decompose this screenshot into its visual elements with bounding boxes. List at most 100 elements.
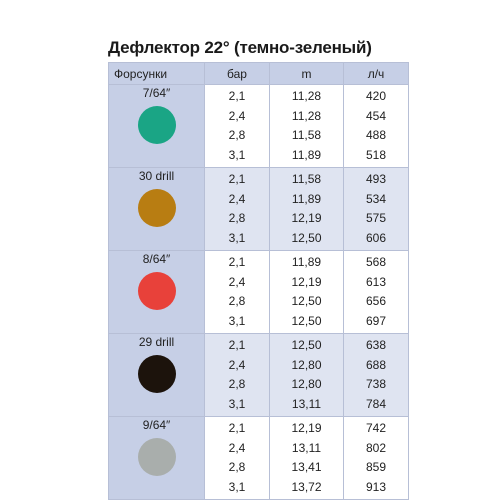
bar-value: 3,1 — [204, 228, 270, 251]
flow-value: 784 — [343, 394, 409, 417]
table-row: 2,4 13,11 802 — [109, 438, 409, 458]
flow-value: 859 — [343, 458, 409, 478]
header-m: m — [269, 62, 344, 85]
distance-value: 11,58 — [269, 167, 344, 190]
table-row: 2,4 11,28 454 — [109, 106, 409, 126]
flow-value: 738 — [343, 375, 409, 395]
flow-value: 568 — [343, 250, 409, 273]
nozzle-label: 7/64″ — [142, 86, 171, 100]
nozzle-color-swatch — [137, 106, 176, 144]
nozzle-color-swatch — [137, 438, 176, 476]
table-body: 7/64″ 2,1 11,28 420 2,4 11,28 454 2,8 11,58 488 3,… — [108, 84, 409, 500]
distance-value: 12,50 — [269, 333, 344, 356]
table-header-row: Форсунки бар m л/ч — [108, 62, 409, 85]
distance-value: 11,89 — [269, 250, 344, 273]
distance-value: 11,58 — [269, 126, 344, 146]
flow-value: 688 — [343, 355, 409, 375]
bar-value: 2,1 — [204, 416, 270, 439]
distance-value: 12,50 — [269, 311, 344, 334]
table-row: 8/64″ 2,1 11,89 568 — [108, 250, 409, 334]
bar-value: 2,1 — [204, 250, 270, 273]
bar-value: 3,1 — [204, 477, 270, 500]
table-row: 3,1 13,11 784 — [109, 394, 409, 417]
bar-value: 2,1 — [204, 167, 270, 190]
nozzle-label: 30 drill — [138, 169, 175, 183]
nozzle-cell: 8/64″ — [108, 250, 205, 334]
nozzle-cell: 30 drill — [108, 167, 205, 251]
table-row: 9/64″ 2,1 12,19 742 — [108, 416, 409, 500]
distance-value: 13,41 — [269, 458, 344, 478]
bar-value: 3,1 — [204, 394, 270, 417]
nozzle-label: 29 drill — [138, 335, 175, 349]
distance-value: 13,11 — [269, 394, 344, 417]
table-row: 30 drill 2,1 11,58 493 — [108, 167, 409, 251]
distance-value: 11,28 — [269, 106, 344, 126]
table-row: 3,1 12,50 606 — [109, 228, 409, 251]
flow-value: 913 — [343, 477, 409, 500]
flow-value: 742 — [343, 416, 409, 439]
bar-value: 2,4 — [204, 355, 270, 375]
bar-value: 2,4 — [204, 438, 270, 458]
table-row: 2,8 12,80 738 — [109, 375, 409, 395]
table-row: 2,8 12,50 656 — [109, 292, 409, 312]
distance-value: 12,19 — [269, 209, 344, 229]
distance-value: 11,28 — [269, 84, 344, 107]
nozzle-cell: 7/64″ — [108, 84, 205, 168]
header-nozzle: Форсунки — [108, 62, 205, 85]
distance-value: 13,72 — [269, 477, 344, 500]
bar-value: 2,4 — [204, 106, 270, 126]
nozzle-label: 9/64″ — [142, 418, 171, 432]
flow-value: 638 — [343, 333, 409, 356]
table-row: 2,8 12,19 575 — [109, 209, 409, 229]
flow-value: 454 — [343, 106, 409, 126]
table-row: 2,4 11,89 534 — [109, 189, 409, 209]
table-row: 3,1 11,89 518 — [109, 145, 409, 168]
distance-value: 12,80 — [269, 375, 344, 395]
bar-value: 2,8 — [204, 126, 270, 146]
bar-value: 3,1 — [204, 145, 270, 168]
table-row: 7/64″ 2,1 11,28 420 — [108, 84, 409, 168]
nozzle-cell: 9/64″ — [108, 416, 205, 500]
flow-value: 488 — [343, 126, 409, 146]
distance-value: 12,19 — [269, 272, 344, 292]
bar-value: 2,4 — [204, 272, 270, 292]
bar-value: 2,1 — [204, 84, 270, 107]
flow-value: 606 — [343, 228, 409, 251]
distance-value: 11,89 — [269, 189, 344, 209]
bar-value: 2,8 — [204, 458, 270, 478]
table-row: 3,1 12,50 697 — [109, 311, 409, 334]
distance-value: 12,19 — [269, 416, 344, 439]
table-row: 3,1 13,72 913 — [109, 477, 409, 500]
header-bar: бар — [204, 62, 270, 85]
table-row: 2,4 12,19 613 — [109, 272, 409, 292]
bar-value: 2,8 — [204, 209, 270, 229]
nozzle-color-swatch — [137, 272, 176, 310]
flow-value: 493 — [343, 167, 409, 190]
table-row: 2,8 11,58 488 — [109, 126, 409, 146]
table-row: 2,8 13,41 859 — [109, 458, 409, 478]
flow-value: 613 — [343, 272, 409, 292]
flow-value: 802 — [343, 438, 409, 458]
flow-value: 697 — [343, 311, 409, 334]
distance-value: 12,80 — [269, 355, 344, 375]
flow-value: 534 — [343, 189, 409, 209]
distance-value: 12,50 — [269, 292, 344, 312]
bar-value: 2,4 — [204, 189, 270, 209]
nozzle-performance-table: Форсунки бар m л/ч 7/64″ 2,1 11,28 420 2,4 11… — [108, 62, 409, 500]
table-title: Дефлектор 22° (темно-зеленый) — [108, 38, 372, 57]
nozzle-label: 8/64″ — [142, 252, 171, 266]
flow-value: 518 — [343, 145, 409, 168]
distance-value: 13,11 — [269, 438, 344, 458]
flow-value: 656 — [343, 292, 409, 312]
distance-value: 11,89 — [269, 145, 344, 168]
distance-value: 12,50 — [269, 228, 344, 251]
table-row: 2,4 12,80 688 — [109, 355, 409, 375]
bar-value: 2,8 — [204, 375, 270, 395]
nozzle-color-swatch — [137, 189, 176, 227]
table-row: 29 drill 2,1 12,50 638 — [108, 333, 409, 417]
header-lh: л/ч — [343, 62, 409, 85]
bar-value: 2,1 — [204, 333, 270, 356]
nozzle-color-swatch — [137, 355, 176, 393]
flow-value: 575 — [343, 209, 409, 229]
flow-value: 420 — [343, 84, 409, 107]
